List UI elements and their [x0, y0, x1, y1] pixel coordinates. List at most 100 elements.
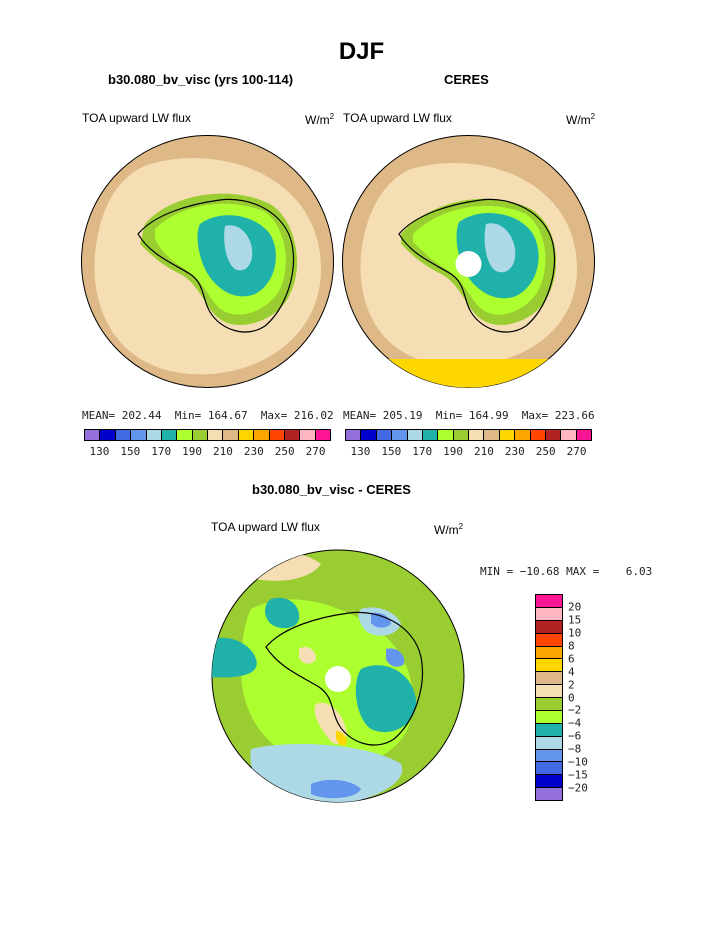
colorbar-swatch	[484, 430, 500, 440]
colorbar-swatch	[536, 710, 562, 724]
colorbar-swatch	[536, 736, 562, 750]
colorbar-swatch	[85, 430, 101, 440]
panel-1-units: W/m2	[305, 112, 335, 127]
colorbar-ceres	[345, 429, 592, 441]
difference-title: b30.080_bv_visc - CERES	[252, 482, 411, 497]
colorbar-tick-label: 8	[568, 639, 575, 653]
colorbar-tick-label: 150	[120, 445, 141, 458]
panel-2-stats: MEAN= 205.19 Min= 164.99 Max= 223.66	[343, 409, 595, 422]
colorbar-tick-label: −6	[568, 729, 582, 743]
colorbar-swatch	[536, 788, 562, 800]
colorbar-swatch	[536, 723, 562, 737]
colorbar-swatch	[146, 430, 162, 440]
colorbar-swatch	[536, 698, 562, 711]
colorbar-swatch	[499, 430, 516, 440]
colorbar-swatch	[131, 430, 147, 440]
colorbar-swatch	[536, 659, 562, 673]
panel-1-title: b30.080_bv_visc (yrs 100-114)	[108, 72, 294, 87]
colorbar-tick-label: 20	[568, 600, 582, 614]
colorbar-swatch	[300, 430, 316, 440]
polar-map-difference	[211, 549, 465, 803]
colorbar-model	[84, 429, 331, 441]
colorbar-tick-label: −15	[568, 768, 588, 782]
difference-variable: TOA upward LW flux	[211, 520, 320, 534]
panel-2-variable: TOA upward LW flux	[343, 111, 452, 125]
colorbar-swatch	[361, 430, 377, 440]
colorbar-tick-label: 250	[535, 445, 556, 458]
colorbar-difference	[535, 594, 563, 801]
colorbar-swatch	[536, 762, 562, 776]
colorbar-tick-label: −2	[568, 703, 582, 717]
colorbar-tick-label: −4	[568, 716, 582, 730]
colorbar-tick-label: 130	[350, 445, 371, 458]
polar-map-ceres	[342, 135, 595, 388]
colorbar-swatch	[536, 749, 562, 763]
colorbar-difference-ticks: 20 15 10 8 6 4 2 0 −2 −4 −6 −8 −10 −15 −20	[568, 594, 608, 801]
colorbar-tick-label: 15	[568, 613, 582, 627]
colorbar-tick-label: 6	[568, 652, 575, 666]
colorbar-swatch	[422, 430, 439, 440]
colorbar-swatch	[254, 430, 270, 440]
difference-units: W/m2	[434, 522, 464, 537]
colorbar-swatch	[269, 430, 285, 440]
colorbar-tick-label: −20	[568, 781, 588, 795]
colorbar-swatch	[576, 430, 591, 440]
colorbar-tick-label: 210	[474, 445, 494, 458]
colorbar-model-ticks: 130 150 170 190 210 230 250 270	[84, 445, 331, 459]
colorbar-swatch	[192, 430, 208, 440]
colorbar-tick-label: 190	[182, 445, 202, 458]
colorbar-swatch	[469, 430, 485, 440]
colorbar-tick-label: 10	[568, 626, 582, 640]
colorbar-swatch	[376, 430, 393, 440]
colorbar-swatch	[407, 430, 423, 440]
colorbar-tick-label: 190	[443, 445, 463, 458]
colorbar-swatch	[284, 430, 301, 440]
colorbar-ceres-ticks: 130 150 170 190 210 230 250 270	[345, 445, 592, 459]
colorbar-tick-label: 170	[412, 445, 433, 458]
colorbar-tick-label: 170	[151, 445, 172, 458]
colorbar-swatch	[536, 607, 562, 621]
colorbar-swatch	[453, 430, 469, 440]
colorbar-swatch	[315, 430, 330, 440]
colorbar-swatch	[536, 620, 562, 634]
colorbar-tick-label: 210	[213, 445, 233, 458]
colorbar-swatch	[561, 430, 577, 440]
colorbar-tick-label: 130	[89, 445, 110, 458]
colorbar-swatch	[161, 430, 178, 440]
colorbar-swatch	[177, 430, 193, 440]
panel-1-stats: MEAN= 202.44 Min= 164.67 Max= 216.02	[82, 409, 334, 422]
colorbar-tick-label: 150	[381, 445, 402, 458]
colorbar-swatch	[346, 430, 362, 440]
panel-1-variable: TOA upward LW flux	[82, 111, 191, 125]
colorbar-tick-label: 2	[568, 678, 575, 692]
colorbar-swatch	[208, 430, 224, 440]
colorbar-swatch	[536, 672, 562, 686]
colorbar-swatch	[536, 775, 562, 789]
colorbar-swatch	[115, 430, 132, 440]
colorbar-swatch	[536, 685, 562, 698]
polar-map-model	[81, 135, 334, 388]
page-title: DJF	[338, 38, 385, 65]
colorbar-swatch	[536, 646, 562, 660]
colorbar-swatch	[223, 430, 239, 440]
colorbar-swatch	[536, 633, 562, 647]
colorbar-swatch	[438, 430, 454, 440]
colorbar-swatch	[392, 430, 408, 440]
colorbar-swatch	[100, 430, 116, 440]
colorbar-swatch	[545, 430, 562, 440]
colorbar-tick-label: 0	[568, 691, 575, 704]
colorbar-swatch	[536, 595, 562, 608]
colorbar-swatch	[238, 430, 255, 440]
colorbar-tick-label: −10	[568, 755, 588, 769]
colorbar-tick-label: −8	[568, 742, 582, 756]
panel-2-title: CERES	[444, 72, 489, 87]
colorbar-tick-label: 270	[566, 445, 587, 458]
colorbar-tick-label: 230	[243, 445, 264, 458]
colorbar-tick-label: 270	[305, 445, 326, 458]
colorbar-tick-label: 4	[568, 665, 575, 679]
panel-2-units: W/m2	[566, 112, 596, 127]
colorbar-tick-label: 250	[274, 445, 295, 458]
difference-minmax: MIN = −10.68 MAX = 6.03	[480, 565, 653, 578]
colorbar-tick-label: 230	[504, 445, 525, 458]
colorbar-swatch	[530, 430, 546, 440]
